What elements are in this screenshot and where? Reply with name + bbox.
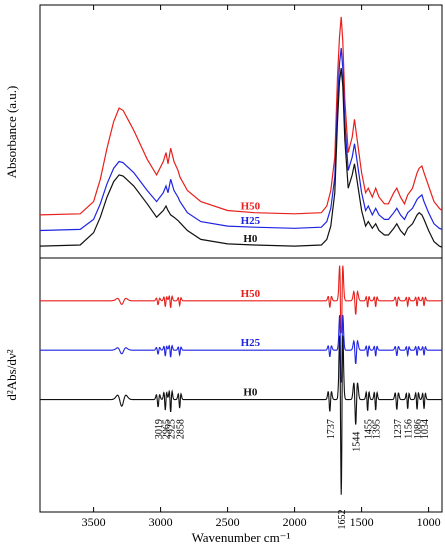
peak-label-1544: 1544 [352, 432, 363, 452]
top-series-label-h50: H50 [241, 201, 261, 213]
top-series-label-h25: H25 [241, 215, 261, 227]
bottom-ylabel: d²Abs/dν² [4, 349, 19, 400]
top-series-label-h0: H0 [243, 233, 258, 245]
peak-label-2925: 2925 [167, 419, 178, 439]
x-tick-label-3500: 3500 [82, 515, 106, 529]
peak-label-1395: 1395 [372, 419, 383, 439]
top-series-line-h25 [39, 48, 443, 232]
x-tick-label-3000: 3000 [149, 515, 173, 529]
top-panel-series-labels: H50 H25 H0 [241, 201, 261, 245]
x-tick-label-1500: 1500 [350, 515, 374, 529]
top-panel-lines [39, 16, 443, 248]
peak-label-1156: 1156 [404, 419, 415, 439]
top-series-line-h50 [39, 16, 443, 216]
peak-label-1737: 1737 [326, 419, 337, 439]
peak-label-1455: 1455 [364, 419, 375, 439]
x-tick-label-1000: 1000 [417, 515, 441, 529]
peak-label-3019: 3019 [154, 419, 165, 439]
x-tick-label-2500: 2500 [216, 515, 240, 529]
top-series-line-h0 [39, 68, 443, 248]
bottom-series-label-h50: H50 [241, 288, 261, 300]
bottom-panel-lines [40, 265, 442, 495]
x-tick-label-2000: 2000 [283, 515, 307, 529]
peak-label-1086: 1086 [413, 419, 424, 439]
x-axis-ticks: 3500 3000 2500 2000 1500 1000 [82, 5, 441, 529]
bottom-series-line-h0 [40, 335, 442, 495]
x-axis-title: Wavenumber cm⁻¹ [192, 530, 291, 545]
bottom-series-label-h0: H0 [243, 387, 258, 399]
bottom-series-line-h25 [40, 314, 442, 383]
peak-label-1237: 1237 [393, 419, 404, 439]
peak-label-2965: 2965 [161, 419, 172, 439]
bottom-series-label-h25: H25 [241, 337, 261, 349]
peak-label-2858: 2858 [176, 419, 187, 439]
peak-label-1034: 1034 [420, 419, 431, 439]
top-ylabel: Absorbance (a.u.) [4, 86, 19, 179]
bottom-panel-series-labels: H50 H25 H0 [241, 288, 261, 399]
bottom-series-line-h50 [40, 265, 442, 334]
peak-label-1652: 1652 [337, 510, 348, 530]
